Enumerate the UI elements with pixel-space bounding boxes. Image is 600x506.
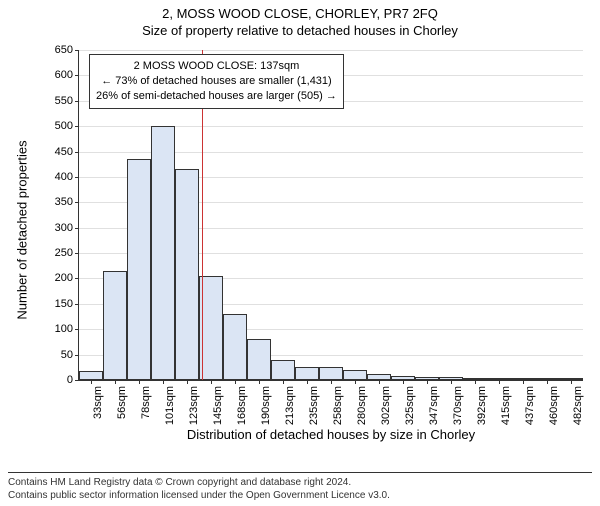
histogram-bar — [295, 367, 319, 380]
histogram-bar — [127, 159, 151, 380]
ytick-label: 450 — [55, 146, 79, 158]
histogram-bar — [103, 271, 127, 380]
xtick-label: 258sqm — [331, 380, 332, 381]
annotation-box: 2 MOSS WOOD CLOSE: 137sqm← 73% of detach… — [89, 54, 344, 109]
annotation-line-1: 2 MOSS WOOD CLOSE: 137sqm — [96, 59, 337, 74]
xtick-label: 302sqm — [379, 380, 380, 381]
xtick-label: 482sqm — [571, 380, 572, 381]
footer-attribution: Contains HM Land Registry data © Crown c… — [8, 472, 592, 502]
ytick-label: 350 — [55, 196, 79, 208]
histogram-bar — [343, 370, 367, 380]
ytick-label: 150 — [55, 298, 79, 310]
xtick-label: 33sqm — [91, 380, 92, 381]
chart-container: Number of detached properties Distributi… — [52, 50, 582, 410]
ytick-label: 300 — [55, 222, 79, 234]
ytick-label: 550 — [55, 95, 79, 107]
ytick-label: 250 — [55, 247, 79, 259]
histogram-bar — [247, 339, 271, 380]
xtick-label: 78sqm — [139, 380, 140, 381]
x-axis-label: Distribution of detached houses by size … — [187, 427, 475, 442]
xtick-label: 347sqm — [427, 380, 428, 381]
xtick-label: 325sqm — [403, 380, 404, 381]
chart-title-main: 2, MOSS WOOD CLOSE, CHORLEY, PR7 2FQ — [0, 6, 600, 21]
xtick-label: 123sqm — [187, 380, 188, 381]
footer-line-1: Contains HM Land Registry data © Crown c… — [8, 476, 592, 489]
xtick-label: 370sqm — [451, 380, 452, 381]
xtick-label: 213sqm — [283, 380, 284, 381]
chart-title-sub: Size of property relative to detached ho… — [0, 23, 600, 38]
xtick-label: 145sqm — [211, 380, 212, 381]
ytick-label: 100 — [55, 323, 79, 335]
ytick-label: 0 — [67, 374, 79, 386]
ytick-label: 500 — [55, 120, 79, 132]
histogram-bar — [223, 314, 247, 380]
annotation-line-2: ← 73% of detached houses are smaller (1,… — [96, 74, 337, 89]
xtick-label: 235sqm — [307, 380, 308, 381]
ytick-label: 400 — [55, 171, 79, 183]
xtick-label: 415sqm — [499, 380, 500, 381]
ytick-label: 50 — [61, 349, 79, 361]
footer-line-2: Contains public sector information licen… — [8, 489, 592, 502]
histogram-bar — [319, 367, 343, 380]
xtick-label: 392sqm — [475, 380, 476, 381]
histogram-bar — [175, 169, 199, 380]
ytick-label: 650 — [55, 44, 79, 56]
histogram-bar — [271, 360, 295, 380]
ytick-label: 200 — [55, 272, 79, 284]
histogram-bar — [79, 371, 103, 380]
histogram-bar — [151, 126, 175, 380]
xtick-label: 56sqm — [115, 380, 116, 381]
xtick-label: 437sqm — [523, 380, 524, 381]
ytick-label: 600 — [55, 69, 79, 81]
gridline — [79, 50, 583, 51]
xtick-label: 101sqm — [163, 380, 164, 381]
annotation-line-3: 26% of semi-detached houses are larger (… — [96, 89, 337, 104]
xtick-label: 280sqm — [355, 380, 356, 381]
xtick-label: 190sqm — [259, 380, 260, 381]
xtick-label: 168sqm — [235, 380, 236, 381]
y-axis-label: Number of detached properties — [15, 140, 30, 319]
xtick-label: 460sqm — [547, 380, 548, 381]
plot-area: Distribution of detached houses by size … — [78, 50, 583, 381]
